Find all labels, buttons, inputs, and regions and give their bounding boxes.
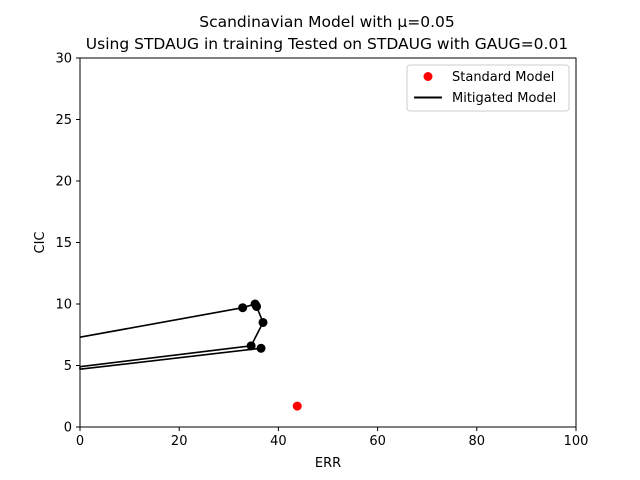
- mitigated-model-point: [238, 303, 248, 313]
- x-tick-label: 80: [469, 434, 486, 449]
- y-tick-label: 5: [64, 359, 72, 374]
- legend: Standard Model Mitigated Model: [406, 64, 570, 112]
- y-axis-ticks: 0 5 10 15 20 25 30: [55, 52, 80, 436]
- x-tick-label: 20: [171, 434, 188, 449]
- x-tick-label: 0: [76, 434, 84, 449]
- mitigated-model-point: [252, 301, 262, 311]
- y-tick-label: 25: [55, 113, 72, 128]
- mitigated-model-point: [246, 341, 256, 351]
- y-tick-label: 0: [64, 421, 72, 436]
- x-tick-label: 100: [564, 434, 589, 449]
- x-tick-label: 40: [270, 434, 287, 449]
- standard-model-point: [292, 401, 302, 411]
- axes-frame: [79, 57, 577, 428]
- chart-title-line1: Scandinavian Model with μ=0.05: [199, 13, 455, 31]
- legend-marker-standard-model: [423, 72, 433, 81]
- x-tick-label: 60: [369, 434, 386, 449]
- y-tick-label: 30: [55, 52, 72, 67]
- x-axis-ticks: 0 20 40 60 80 100: [76, 427, 589, 449]
- y-tick-label: 20: [55, 175, 72, 190]
- legend-label-standard-model: Standard Model: [452, 70, 554, 85]
- mitigated-model-point: [258, 317, 268, 327]
- legend-label-mitigated-model: Mitigated Model: [452, 91, 556, 106]
- y-axis-label: CIC: [33, 232, 48, 254]
- y-tick-label: 15: [55, 236, 72, 251]
- chart-title-line2: Using STDAUG in training Tested on STDAU…: [86, 35, 568, 53]
- mitigated-model-line: [79, 303, 264, 370]
- mitigated-model-point: [256, 343, 266, 353]
- legend-box: [406, 64, 570, 112]
- y-tick-label: 10: [55, 298, 72, 313]
- plot-area: [79, 299, 302, 411]
- x-axis-label: ERR: [315, 456, 341, 471]
